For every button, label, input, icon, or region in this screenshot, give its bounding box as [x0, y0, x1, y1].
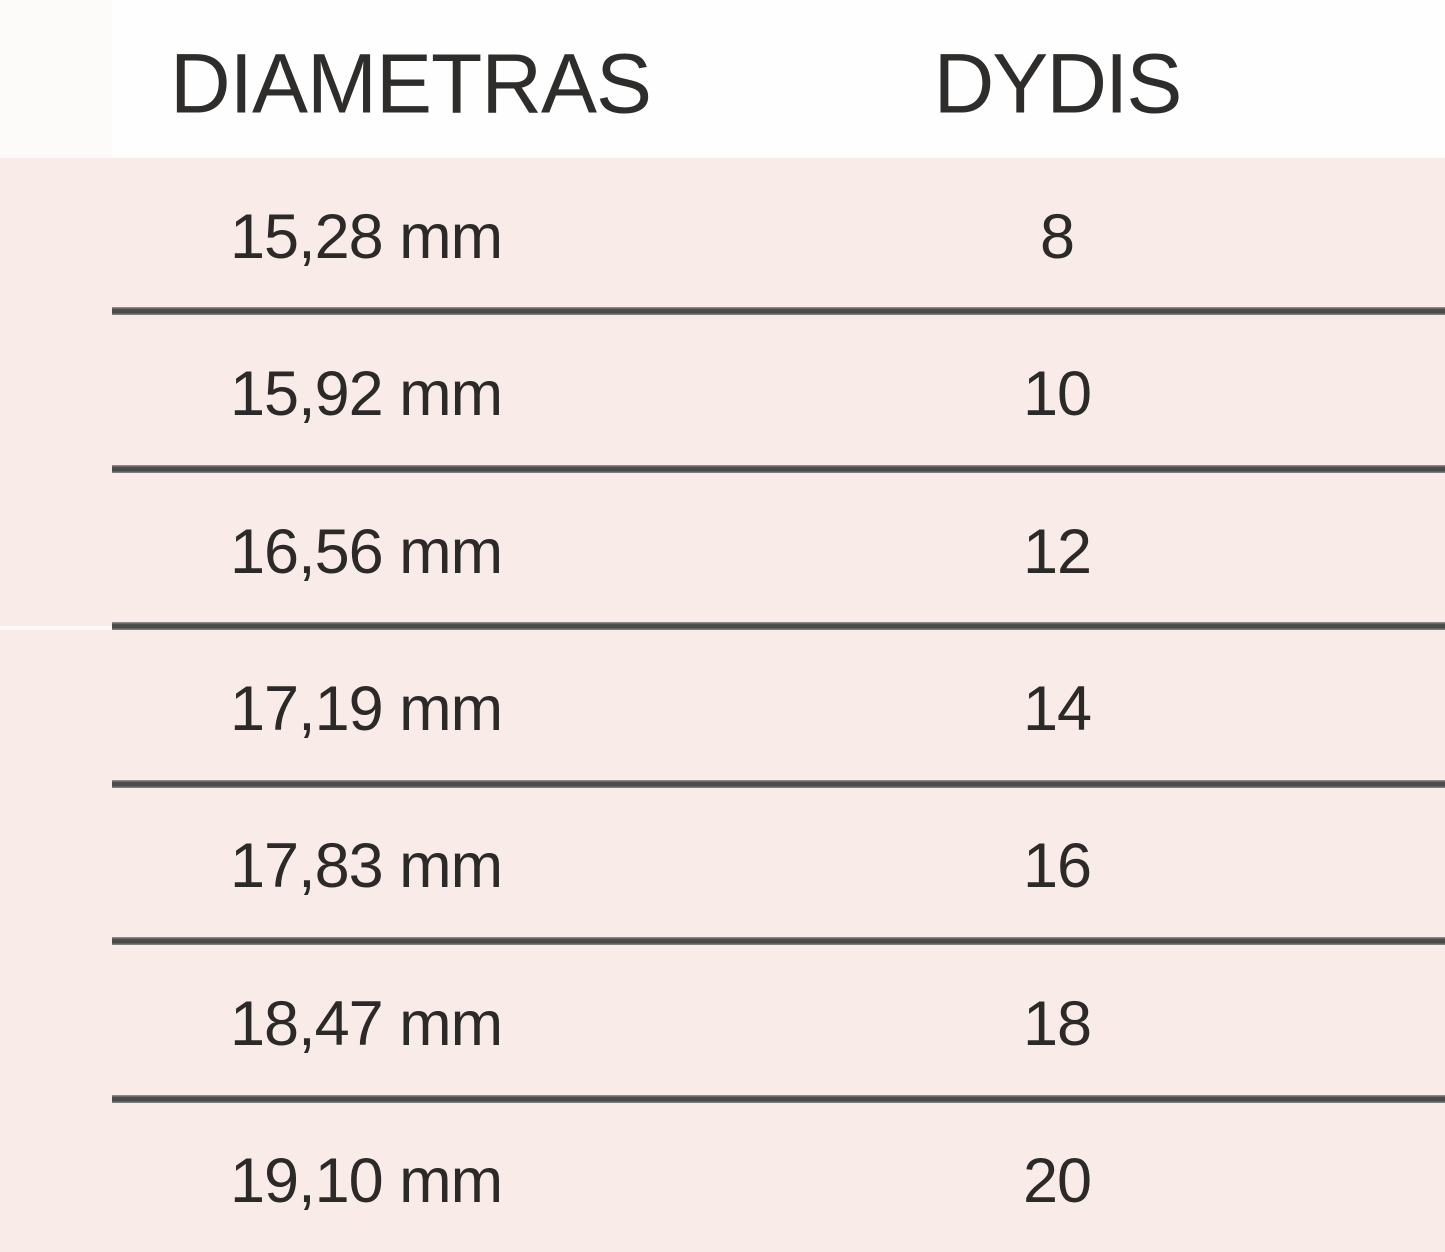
size-value: 8 [1039, 201, 1075, 272]
table-row: 15,28 mm 8 [0, 158, 1445, 307]
image-seam-artifact [0, 626, 112, 630]
table-row: 15,92 mm 10 [0, 315, 1445, 464]
diameter-value: 17,83 mm [230, 831, 503, 902]
size-value: 12 [1022, 516, 1092, 587]
size-value: 10 [1022, 359, 1092, 430]
diameter-value: 18,47 mm [230, 988, 503, 1059]
size-value: 14 [1022, 673, 1092, 744]
diameter-value: 15,28 mm [230, 201, 503, 272]
diameter-value: 17,19 mm [230, 673, 503, 744]
row-divider [112, 1094, 1445, 1103]
table-row: 17,19 mm 14 [0, 630, 1445, 779]
table-header: DIAMETRAS DYDIS [0, 0, 1445, 158]
diameter-value: 19,10 mm [230, 1146, 503, 1217]
row-divider [112, 464, 1445, 473]
row-divider [112, 779, 1445, 788]
table-row: 18,47 mm 18 [0, 945, 1445, 1094]
column-header-size: DYDIS [933, 36, 1183, 131]
size-value: 20 [1022, 1146, 1092, 1217]
row-divider [112, 622, 1445, 631]
diameter-value: 15,92 mm [230, 359, 503, 430]
header-left-margin [0, 0, 112, 158]
diameter-value: 16,56 mm [230, 516, 503, 587]
row-divider [112, 307, 1445, 316]
row-divider [112, 937, 1445, 946]
table-row: 16,56 mm 12 [0, 473, 1445, 622]
size-value: 16 [1022, 831, 1092, 902]
table-row: 17,83 mm 16 [0, 788, 1445, 937]
table-row: 19,10 mm 20 [0, 1103, 1445, 1252]
table-body: 15,28 mm 8 15,92 mm 10 16,56 mm 12 17,19… [0, 158, 1445, 1252]
size-value: 18 [1022, 988, 1092, 1059]
column-header-diameter: DIAMETRAS [170, 36, 652, 131]
